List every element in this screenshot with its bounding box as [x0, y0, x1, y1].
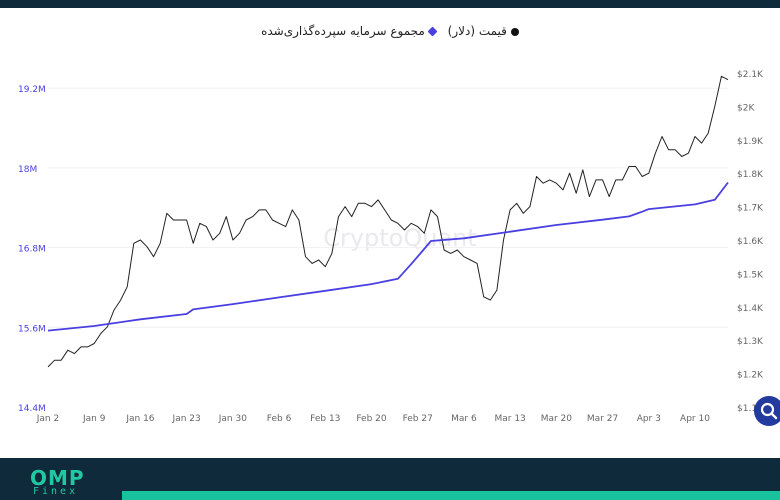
price-series-marker-icon — [510, 27, 519, 36]
footer-accent-bar — [122, 491, 780, 500]
magnifier-icon — [760, 402, 778, 420]
price-series-line — [47, 75, 729, 368]
x-axis-tick-label: Feb 27 — [403, 414, 433, 424]
x-axis-tick-label: Jan 23 — [172, 414, 201, 424]
x-axis-tick-label: Mar 6 — [451, 414, 477, 424]
chart-legend: قیمت (دلار) مجموع سرمایه سپرده‌گذاری‌شده — [0, 24, 780, 38]
right-axis-tick-label: $1.3K — [737, 337, 764, 347]
right-axis-tick-label: $1.2K — [737, 371, 764, 381]
right-axis-tick-label: $1.5K — [737, 270, 764, 280]
x-axis-tick-label: Apr 3 — [637, 414, 661, 424]
right-axis-tick-label: $1.1K — [737, 404, 764, 414]
right-axis-tick-label: $2K — [737, 103, 755, 113]
brand-logo-subtitle: Finex — [33, 486, 79, 497]
left-axis-tick-label: 19.2M — [18, 85, 46, 95]
right-axis-tick-label: $1.7K — [737, 204, 764, 214]
right-axis-tick-label: $2.1K — [737, 70, 764, 80]
left-axis-tick-label: 15.6M — [18, 324, 46, 334]
x-axis-tick-label: Jan 2 — [36, 414, 59, 424]
x-axis-tick-label: Mar 13 — [494, 414, 525, 424]
x-axis-tick-label: Jan 16 — [125, 414, 154, 424]
left-axis-tick-label: 14.4M — [18, 404, 46, 414]
x-axis-tick-label: Feb 6 — [267, 414, 292, 424]
deposit-series-line — [47, 181, 729, 332]
x-axis-tick-label: Jan 30 — [218, 414, 247, 424]
legend-price-label: قیمت (دلار) — [447, 24, 507, 38]
legend-deposit-label: مجموع سرمایه سپرده‌گذاری‌شده — [261, 24, 425, 38]
zoom-button[interactable] — [754, 396, 780, 426]
x-axis-tick-label: Mar 27 — [587, 414, 618, 424]
left-axis-tick-label: 18M — [18, 165, 37, 175]
x-axis-tick-label: Feb 20 — [356, 414, 387, 424]
x-axis-tick-label: Feb 13 — [310, 414, 340, 424]
x-axis-tick-label: Mar 20 — [541, 414, 573, 424]
right-axis-tick-label: $1.6K — [737, 237, 764, 247]
legend-item-price[interactable]: قیمت (دلار) — [448, 24, 519, 38]
left-axis-tick-label: 16.8M — [18, 245, 46, 255]
x-axis-tick-label: Apr 10 — [680, 414, 710, 424]
right-axis-tick-label: $1.9K — [737, 137, 764, 147]
right-axis-tick-label: $1.4K — [737, 304, 764, 314]
top-bar — [0, 0, 780, 8]
chart-panel — [0, 8, 780, 438]
x-axis-tick-label: Jan 9 — [82, 414, 106, 424]
brand-logo: OMP — [30, 466, 85, 490]
right-axis-tick-label: $1.8K — [737, 170, 764, 180]
legend-item-deposit[interactable]: مجموع سرمایه سپرده‌گذاری‌شده — [261, 24, 438, 38]
